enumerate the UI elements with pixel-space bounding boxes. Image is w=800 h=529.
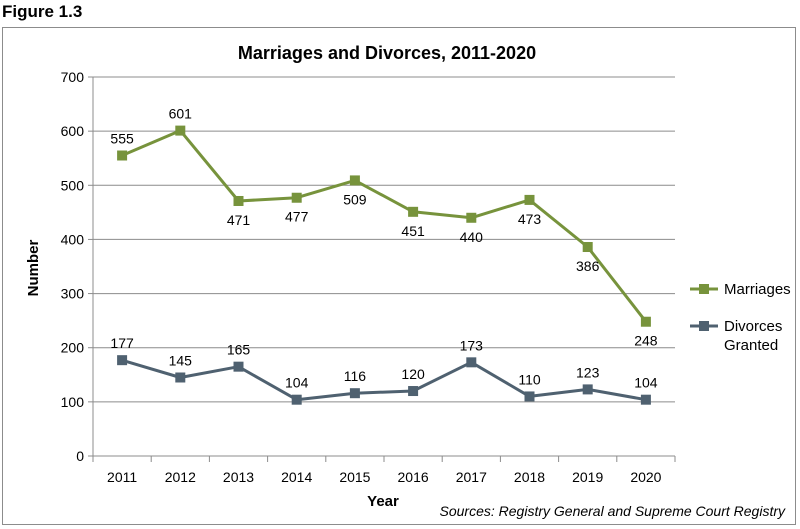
figure-label: Figure 1.3 xyxy=(2,2,83,21)
data-point xyxy=(640,316,651,327)
x-tick-label: 2019 xyxy=(572,469,603,485)
series-line xyxy=(121,358,647,402)
data-label: 173 xyxy=(460,337,484,353)
legend-swatch-marker xyxy=(699,284,709,294)
data-point xyxy=(291,192,302,203)
data-point xyxy=(466,357,477,368)
series xyxy=(117,125,651,405)
legend-label: Divorces xyxy=(724,318,782,335)
data-label: 440 xyxy=(460,229,484,245)
data-point xyxy=(466,212,477,223)
x-tick-label: 2012 xyxy=(165,469,196,485)
data-point xyxy=(408,386,419,397)
data-point xyxy=(175,125,186,136)
data-label: 477 xyxy=(285,209,309,225)
data-label: 601 xyxy=(169,106,193,122)
data-point xyxy=(524,194,535,205)
data-point xyxy=(175,372,186,383)
x-tick-labels: 2011 2012 2013 2014 2015 2016 2017 2018 2019 2020 xyxy=(107,469,662,485)
data-label: 386 xyxy=(576,258,600,274)
x-tick-label: 2020 xyxy=(630,469,661,485)
y-tick-label: 700 xyxy=(61,69,85,85)
data-label: 473 xyxy=(518,211,542,227)
y-tick-label: 0 xyxy=(76,448,84,464)
data-point xyxy=(582,242,593,253)
data-point xyxy=(640,394,651,405)
y-axis-title: Number xyxy=(25,240,42,297)
y-tick-label: 300 xyxy=(61,286,85,302)
x-tick-label: 2013 xyxy=(223,469,254,485)
data-label: 123 xyxy=(576,364,600,380)
chart-frame xyxy=(2,27,796,525)
legend: Marriages Divorces Granted xyxy=(690,281,791,354)
series-line xyxy=(121,129,648,323)
y-tick-label: 600 xyxy=(61,123,85,139)
source-note: Sources: Registry General and Supreme Co… xyxy=(440,503,786,519)
x-tick-label: 2018 xyxy=(514,469,545,485)
data-label: 110 xyxy=(518,371,541,387)
data-label: 451 xyxy=(401,223,425,239)
chart-title: Marriages and Divorces, 2011-2020 xyxy=(238,43,536,63)
y-tick-labels: 0 100 200 300 400 500 600 700 xyxy=(61,69,85,464)
legend-swatch-marker xyxy=(699,321,709,331)
x-tick-label: 2016 xyxy=(398,469,429,485)
x-tick-label: 2017 xyxy=(456,469,487,485)
x-tick-label: 2014 xyxy=(281,469,312,485)
x-axis-title: Year xyxy=(367,493,399,510)
data-label: 116 xyxy=(344,368,367,384)
data-point xyxy=(291,394,302,405)
axes xyxy=(88,76,676,462)
legend-label: Marriages xyxy=(724,281,791,298)
data-point xyxy=(233,361,244,372)
data-point xyxy=(524,391,535,402)
data-label: 165 xyxy=(227,342,251,358)
data-label: 248 xyxy=(634,333,658,349)
data-labels: 555 601 471 477 509 451 440 473 386 248 177 145 165 1… xyxy=(110,106,657,391)
data-point xyxy=(233,195,244,206)
data-label: 120 xyxy=(401,366,425,382)
x-tick-label: 2011 xyxy=(107,469,137,485)
data-label: 471 xyxy=(227,212,251,228)
data-point xyxy=(349,175,360,186)
data-label: 104 xyxy=(634,375,658,391)
y-tick-label: 100 xyxy=(61,394,85,410)
data-point xyxy=(117,355,128,366)
x-tick-label: 2015 xyxy=(339,469,370,485)
y-tick-label: 200 xyxy=(61,340,85,356)
data-point xyxy=(117,150,128,161)
data-label: 177 xyxy=(110,335,134,351)
data-label: 509 xyxy=(343,191,367,207)
data-label: 104 xyxy=(285,375,309,391)
data-label: 145 xyxy=(169,352,193,368)
data-point xyxy=(349,388,360,399)
data-label: 555 xyxy=(110,131,134,147)
data-point xyxy=(582,384,593,395)
y-tick-label: 400 xyxy=(61,231,85,247)
data-point xyxy=(408,206,419,217)
legend-label: Granted xyxy=(724,337,778,354)
y-tick-label: 500 xyxy=(61,177,85,193)
